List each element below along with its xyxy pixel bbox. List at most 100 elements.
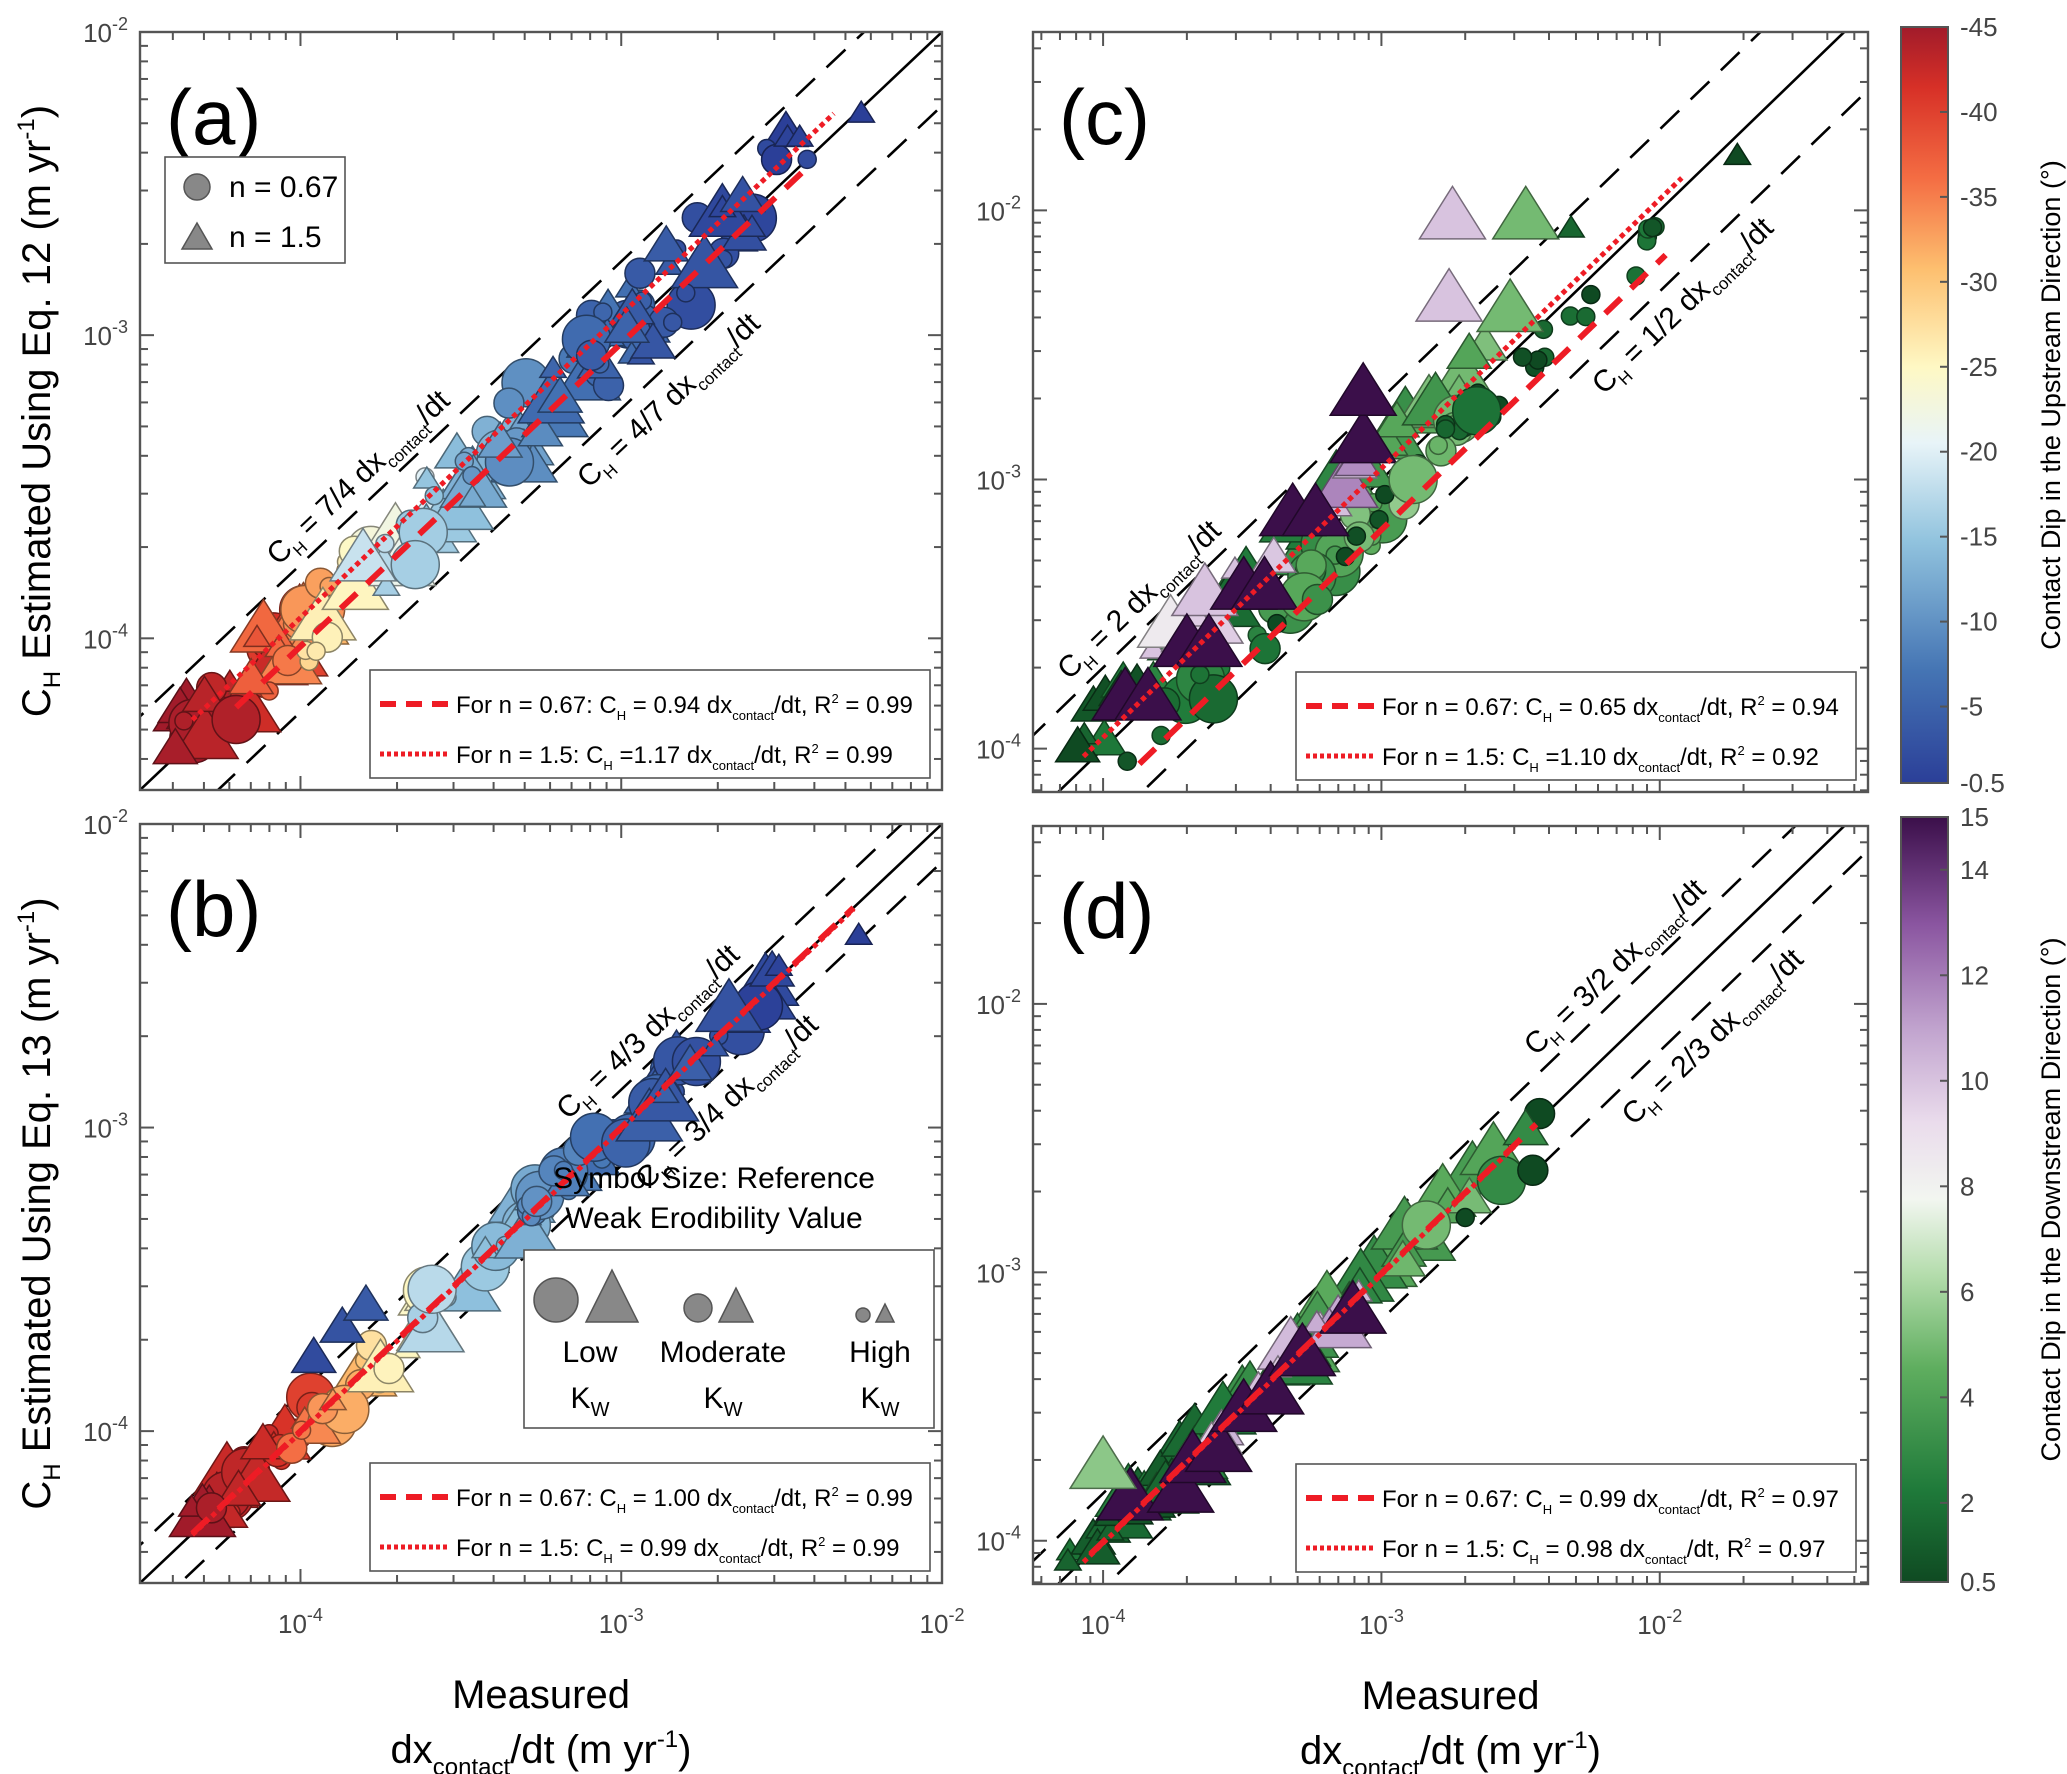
legend-subscript: H: [603, 1551, 612, 1566]
title-subscript: contact: [433, 1754, 511, 1774]
colorbar-tick-label: -25: [1960, 352, 1998, 382]
plot-area: [140, 32, 942, 790]
data-point-triangle: [846, 99, 876, 123]
y-tick-label: 10-2: [976, 192, 1021, 226]
fit-legend-entry: For n = 0.67: CH = 0.94 dxcontact/dt, R2…: [456, 691, 913, 723]
y-tick-label: 10-2: [83, 14, 128, 48]
colorbar-tick-label: -45: [1960, 12, 1998, 42]
colorbar-upstream: -45 -40 -35 -30 -25 -20 -15 -10 -5 -0.5 Contact Di…: [1900, 12, 2066, 798]
data-point-triangle: [242, 623, 272, 648]
legend-subscript: contact: [719, 1551, 761, 1566]
legend-subscript: H: [1543, 1502, 1552, 1517]
title-main: /dt (m yr: [510, 1728, 657, 1772]
marker-legend-label: n = 0.67: [229, 171, 338, 204]
tick-base: 10: [83, 18, 112, 48]
tick-exponent: -4: [1005, 731, 1021, 751]
y-tick-label: 10-2: [83, 806, 128, 840]
legend-subscript: H: [1529, 1552, 1538, 1567]
data-point-triangle: [1491, 184, 1561, 240]
legend-main: /dt, R: [754, 742, 811, 769]
legend-subscript: H: [1543, 710, 1552, 725]
fit-line-n-1.5: [190, 907, 856, 1537]
title-main: ): [15, 897, 59, 910]
title-subscript: H: [39, 671, 66, 688]
data-point-triangle: [151, 727, 199, 765]
size-legend-label: Moderate: [660, 1336, 787, 1369]
ticks: [1033, 32, 1868, 792]
data-point-triangle: [318, 1305, 366, 1343]
size-legend-kw: KW: [571, 1382, 610, 1421]
fit-line-n-1.5: [1081, 1144, 1516, 1564]
fit-legend-entry: For n = 0.67: CH = 0.65 dxcontact/dt, R2…: [1382, 693, 1839, 725]
tick-exponent: -2: [1005, 192, 1021, 212]
legend-main: /dt, R: [1687, 1536, 1744, 1563]
legend-main: For n = 0.67: C: [1382, 1486, 1543, 1513]
legend-subscript: H: [1529, 760, 1538, 775]
legend-main: =1.17 dx: [613, 742, 712, 769]
data-point-circle: [1190, 664, 1210, 685]
legend-main: = 0.94: [1765, 694, 1839, 721]
size-legend-triangle-icon: [874, 1302, 896, 1323]
fit-legend-entry: For n = 1.5: CH = 0.98 dxcontact/dt, R2 …: [1382, 1535, 1825, 1567]
data-point-triangle: [1328, 408, 1398, 464]
size-legend-triangle-icon: [584, 1268, 640, 1323]
colorbar-tick-label: -40: [1960, 97, 1998, 127]
kw-main: K: [861, 1382, 881, 1415]
data-point-circle: [306, 641, 326, 662]
colorbar-tick-label: 2: [1960, 1488, 1974, 1518]
legend-main: = 0.99: [819, 742, 893, 769]
fit-legend-entry: For n = 1.5: CH =1.10 dxcontact/dt, R2 =…: [1382, 743, 1819, 775]
legend-superscript: 2: [812, 741, 819, 756]
tick-base: 10: [1081, 1610, 1110, 1640]
colorbar-title: Contact Dip in the Upstream Direction (°…: [2036, 160, 2066, 649]
tick-exponent: -2: [1666, 1606, 1682, 1626]
size-legend-circle-icon: [683, 1293, 713, 1323]
legend-main: = 1.00 dx: [626, 1485, 732, 1512]
data-point-circle: [390, 539, 441, 590]
size-legend-box: [523, 1249, 935, 1429]
size-legend-label: High: [849, 1336, 911, 1369]
legend-main: = 0.65 dx: [1552, 694, 1658, 721]
data-point-triangle: [642, 224, 690, 262]
data-point-triangle: [342, 1283, 390, 1321]
legend-main: For n = 1.5: C: [1382, 1536, 1529, 1563]
colorbar-tick-label: 14: [1960, 855, 1989, 885]
title-main: Estimated Using Eq. 13 (m yr: [15, 932, 59, 1463]
tick-base: 10: [83, 810, 112, 840]
x-tick-label: 10-4: [278, 1605, 323, 1639]
x-axis-title-line2: dxcontact/dt (m yr-1): [391, 1726, 692, 1774]
legend-main: = 0.99: [839, 692, 913, 719]
x-axis-title-line2: dxcontact/dt (m yr-1): [1300, 1727, 1601, 1774]
x-tick-label: 10-2: [1637, 1606, 1682, 1640]
data-point-triangle: [1328, 361, 1398, 417]
title-superscript: -1: [13, 911, 40, 932]
tick-base: 10: [976, 465, 1005, 495]
fit-line-n-0.67: [1137, 252, 1668, 767]
fit-legend-box: [1295, 671, 1857, 781]
data-point-circle: [1346, 526, 1367, 546]
tick-exponent: -3: [112, 317, 128, 337]
data-point-circle: [797, 149, 817, 170]
legend-superscript: 2: [832, 691, 839, 706]
data-point-triangle: [844, 921, 874, 946]
legend-triangle-icon: [180, 221, 214, 250]
data-point-circle: [1576, 306, 1596, 327]
legend-main: For n = 1.5: C: [456, 742, 603, 769]
legend-main: For n = 1.5: C: [1382, 744, 1529, 771]
legend-subscript: H: [617, 708, 626, 723]
panel-label: (d): [1059, 867, 1154, 955]
legend-main: /dt, R: [1700, 694, 1757, 721]
tick-exponent: -4: [1110, 1606, 1126, 1626]
size-legend-label: Low: [562, 1336, 617, 1369]
size-legend-circle-icon: [533, 1277, 579, 1323]
fit-legend-entry: For n = 1.5: CH = 0.99 dxcontact/dt, R2 …: [456, 1534, 899, 1566]
reference-dashed-line: [1140, 88, 1868, 792]
tick-base: 10: [976, 735, 1005, 765]
fit-legend: For n = 0.67: CH = 0.94 dxcontact/dt, R2…: [369, 669, 931, 779]
colorbar-tick-label: 0.5: [1960, 1567, 1996, 1597]
fit-legend-box: [369, 669, 931, 779]
colorbar-tick-label: 6: [1960, 1277, 1974, 1307]
